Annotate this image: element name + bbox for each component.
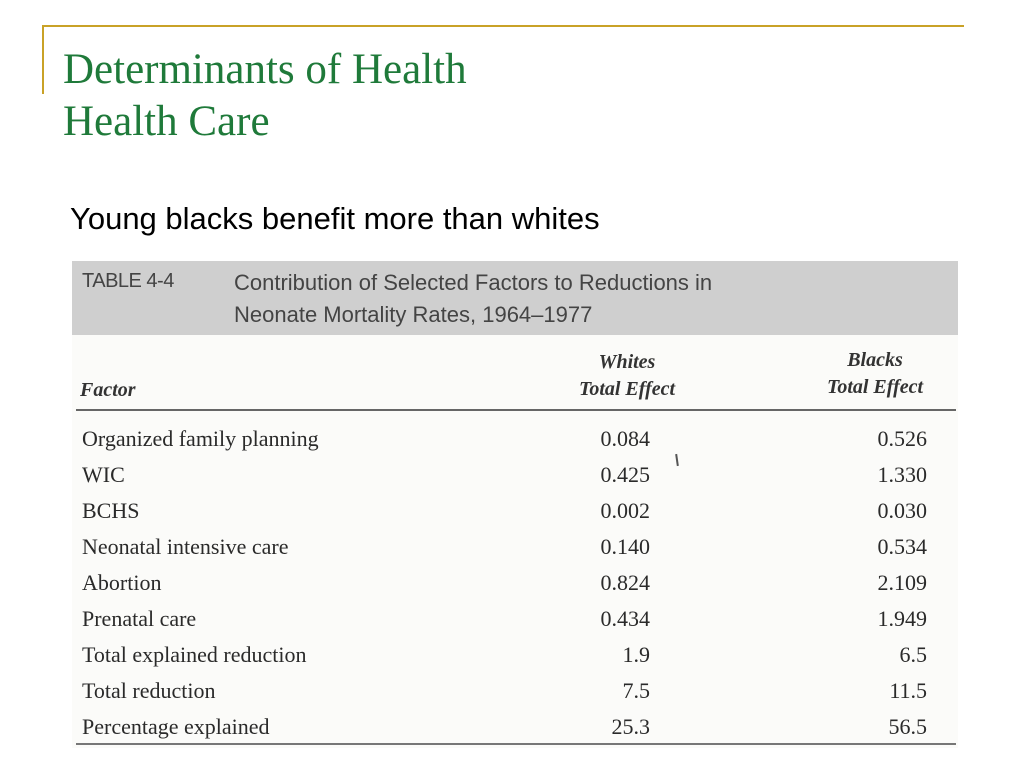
cell-factor: Abortion [82, 570, 162, 595]
column-header-whites-line1: Whites [598, 351, 656, 373]
accent-rule-top [42, 25, 964, 27]
table-caption-line1: Contribution of Selected Factors to Redu… [234, 270, 713, 295]
table-row: Organized family planning 0.084 0.526 [72, 424, 958, 460]
cell-factor: Prenatal care [82, 606, 197, 631]
column-header-whites: Whites Total Effect [527, 349, 727, 403]
scanned-table: TABLE 4-4 Contribution of Selected Facto… [72, 261, 958, 748]
table-row: BCHS 0.002 0.030 [72, 496, 958, 532]
cell-whites: 0.140 [600, 534, 651, 559]
accent-rule-left [42, 25, 44, 94]
cell-factor: Percentage explained [82, 714, 270, 739]
table-row: Total explained reduction 1.9 6.5 [72, 640, 958, 676]
cell-blacks: 56.5 [888, 714, 928, 739]
table-row: Percentage explained 25.3 56.5 [72, 712, 958, 748]
cell-blacks: 0.526 [877, 426, 928, 451]
column-header-blacks: Blacks Total Effect [800, 347, 950, 401]
cell-whites: 0.434 [600, 606, 651, 631]
cell-factor: Total explained reduction [82, 642, 307, 667]
table-header-rule [76, 409, 956, 411]
cell-factor: Total reduction [82, 678, 216, 703]
cell-whites: 7.5 [622, 678, 651, 703]
cell-whites: 0.084 [600, 426, 651, 451]
cell-whites: 0.425 [600, 462, 651, 487]
cell-blacks: 11.5 [889, 678, 927, 703]
cell-blacks: 6.5 [899, 642, 928, 667]
table-row: WIC 0.425 1.330 [72, 460, 958, 496]
cell-blacks: 1.330 [877, 462, 928, 487]
cell-factor: Organized family planning [82, 426, 319, 451]
table-row: Abortion 0.824 2.109 [72, 568, 958, 604]
table-row: Neonatal intensive care 0.140 0.534 [72, 532, 958, 568]
slide-title: Determinants of Health Health Care [63, 44, 467, 148]
table-body: Organized family planning 0.084 0.526 WI… [72, 424, 958, 748]
cell-whites: 0.002 [600, 498, 651, 523]
cell-factor: Neonatal intensive care [82, 534, 289, 559]
slide-title-line2: Health Care [63, 98, 270, 145]
cell-blacks: 1.949 [877, 606, 928, 631]
table-row: Prenatal care 0.434 1.949 [72, 604, 958, 640]
table-row: Total reduction 7.5 11.5 [72, 676, 958, 712]
cell-whites: 0.824 [600, 570, 651, 595]
column-header-blacks-line2: Total Effect [826, 376, 924, 398]
table-caption-line2: Neonate Mortality Rates, 1964–1977 [234, 302, 593, 327]
cell-blacks: 2.109 [877, 570, 928, 595]
column-header-factor: Factor [80, 379, 136, 401]
slide-title-line1: Determinants of Health [63, 46, 467, 93]
cell-blacks: 0.030 [877, 498, 928, 523]
table-bottom-rule [76, 743, 956, 745]
column-header-whites-line2: Total Effect [578, 378, 676, 400]
cell-whites: 25.3 [611, 714, 651, 739]
table-label: TABLE 4-4 [82, 270, 174, 292]
cell-factor: BCHS [82, 498, 140, 523]
cell-factor: WIC [82, 462, 125, 487]
table-caption-band: TABLE 4-4 Contribution of Selected Facto… [72, 261, 958, 335]
cell-whites: 1.9 [622, 642, 651, 667]
cell-blacks: 0.534 [877, 534, 928, 559]
column-header-blacks-line1: Blacks [847, 349, 903, 371]
slide-subtitle: Young blacks benefit more than whites [70, 201, 600, 236]
table-caption: Contribution of Selected Factors to Redu… [234, 267, 934, 331]
